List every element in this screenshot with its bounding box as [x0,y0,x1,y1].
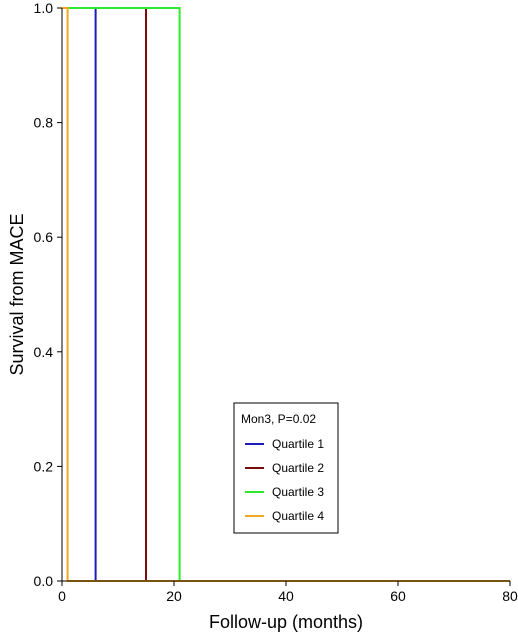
y-tick-label: 1.0 [34,0,54,16]
x-axis-label: Follow-up (months) [209,612,363,632]
legend-title: Mon3, P=0.02 [241,412,316,426]
legend-label-2: Quartile 2 [272,461,324,475]
x-tick-label: 0 [58,588,66,604]
legend-label-1: Quartile 1 [272,437,324,451]
y-tick-label: 0.6 [34,229,54,245]
y-tick-label: 0.8 [34,115,54,131]
y-axis-label: Survival from MACE [7,213,27,375]
axes: 0 20 40 60 80 0.0 0.2 0.4 0.6 0.8 1.0 [34,0,518,604]
x-tick-label: 80 [502,588,518,604]
y-tick-label: 0.2 [34,458,54,474]
legend-label-3: Quartile 3 [272,485,324,499]
legend-items: Quartile 1 Quartile 2 Quartile 3 Quartile 4 [245,437,324,523]
x-tick-label: 40 [278,588,294,604]
x-ticks: 0 20 40 60 80 [58,581,518,604]
legend-label-4: Quartile 4 [272,509,324,523]
x-tick-label: 20 [166,588,182,604]
x-tick-label: 60 [390,588,406,604]
y-tick-label: 0.0 [34,573,54,589]
y-tick-label: 0.4 [34,344,54,360]
y-ticks: 0.0 0.2 0.4 0.6 0.8 1.0 [34,0,62,589]
